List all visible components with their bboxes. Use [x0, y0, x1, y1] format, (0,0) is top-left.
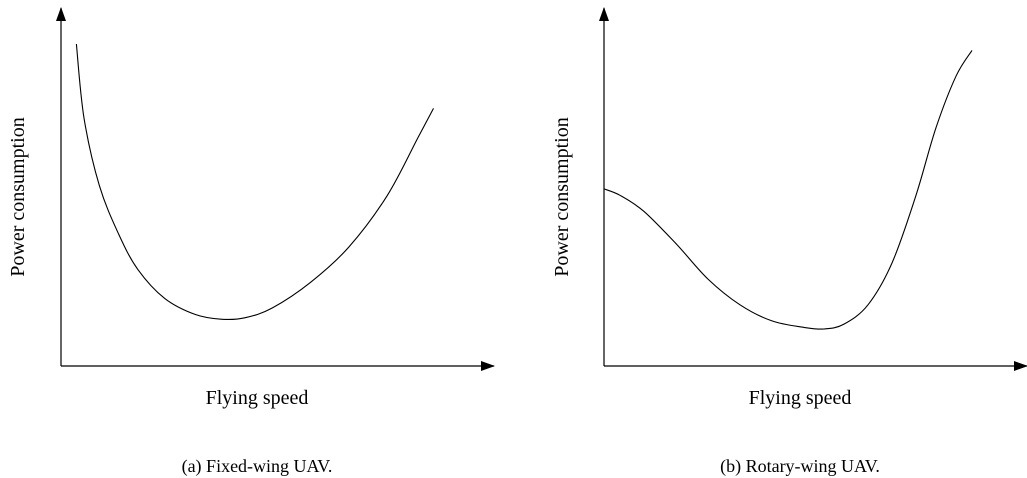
chart-panel-b: Power consumption Flying speed (b) Rotar… [551, 7, 1027, 477]
chart-panel-a: Power consumption Flying speed (a) Fixed… [7, 7, 495, 477]
chart-b-caption: (b) Rotary-wing UAV. [720, 456, 880, 477]
chart-b-series-line [603, 50, 973, 330]
chart-a-caption: (a) Fixed-wing UAV. [182, 456, 333, 477]
chart-a-series-line [75, 43, 434, 321]
chart-a-ylabel: Power consumption [7, 117, 29, 276]
chart-b-ylabel: Power consumption [551, 117, 573, 276]
chart-a-xlabel: Flying speed [206, 387, 309, 409]
chart-b-xlabel: Flying speed [749, 387, 852, 409]
